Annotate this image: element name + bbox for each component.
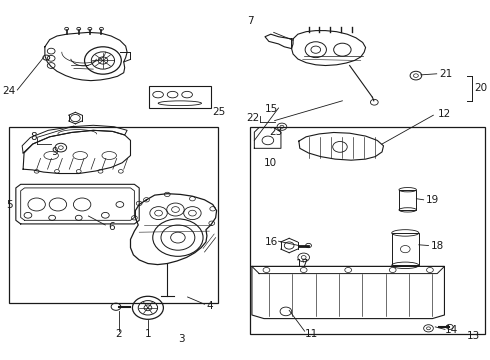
Text: 9: 9 (51, 147, 58, 157)
Bar (392, 233, 419, 265)
Text: 23: 23 (269, 127, 282, 138)
Text: 25: 25 (212, 107, 225, 117)
Text: 1: 1 (145, 329, 151, 339)
Text: 2: 2 (116, 329, 122, 339)
Text: 20: 20 (474, 83, 487, 93)
Bar (149, 86, 211, 108)
Text: 18: 18 (430, 240, 443, 251)
Text: 7: 7 (247, 16, 254, 26)
Text: 6: 6 (108, 222, 114, 232)
Text: 15: 15 (265, 104, 278, 114)
Text: 24: 24 (2, 86, 16, 96)
Bar (9, 127, 218, 303)
Text: 4: 4 (207, 301, 214, 311)
Text: 12: 12 (438, 109, 451, 120)
Text: 3: 3 (178, 334, 185, 344)
Text: 5: 5 (6, 200, 12, 210)
Text: 19: 19 (426, 195, 439, 205)
Text: 17: 17 (296, 258, 309, 269)
Text: 21: 21 (439, 69, 452, 79)
Text: 11: 11 (305, 329, 318, 339)
Text: 8: 8 (30, 132, 37, 142)
Text: 16: 16 (265, 237, 278, 247)
Bar (399, 190, 416, 210)
Text: 22: 22 (246, 113, 259, 123)
Text: 10: 10 (264, 158, 277, 168)
Text: 13: 13 (467, 330, 480, 341)
Bar (249, 127, 485, 334)
Text: 14: 14 (445, 325, 458, 336)
